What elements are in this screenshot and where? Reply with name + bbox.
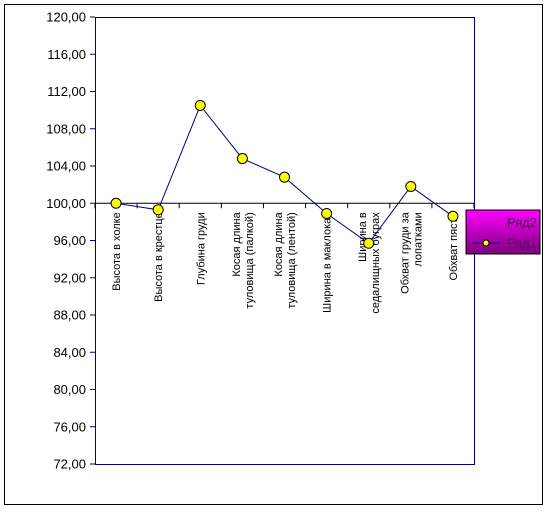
y-tick-label: 96,00 — [53, 233, 86, 248]
y-tick-label: 92,00 — [53, 270, 86, 285]
y-tick-label: 80,00 — [53, 382, 86, 397]
data-point — [363, 237, 375, 249]
y-tick-label: 108,00 — [46, 121, 86, 136]
y-tick-label: 84,00 — [53, 345, 86, 360]
x-tick-label: Косая длина — [231, 211, 243, 276]
x-tick-label: Высота в холке — [111, 212, 123, 290]
y-tick-label: 72,00 — [53, 457, 86, 472]
data-point — [236, 153, 248, 165]
y-tick-label: 116,00 — [47, 47, 86, 62]
legend-box — [465, 209, 541, 255]
x-tick-label: Косая длина — [273, 211, 285, 276]
y-tick-label: 112,00 — [47, 84, 86, 99]
x-tick-label: лопатками — [412, 212, 424, 266]
data-point — [110, 197, 122, 209]
x-tick-label: Обхват груди за — [399, 211, 411, 293]
x-tick-label: Высота в крестце — [153, 212, 165, 302]
x-tick-label: туловища (палкой) — [244, 212, 256, 308]
data-points — [110, 99, 459, 249]
x-tick-label: туловища (лентой) — [286, 212, 298, 308]
legend-label-ryad1: Ряд1 — [507, 236, 537, 251]
x-tick-label: Обхват пясти — [448, 212, 460, 280]
y-tick-label: 120,00 — [46, 10, 86, 25]
data-point — [321, 207, 333, 219]
legend-label-ryad2: Ряд2 — [507, 215, 537, 230]
data-point — [194, 99, 206, 111]
data-point — [405, 180, 417, 192]
x-axis-labels: Высота в холке Высота в крестце Глубина гр… — [111, 211, 460, 313]
legend-marker-ryad1 — [482, 239, 490, 247]
y-tick-label: 104,00 — [46, 159, 86, 174]
x-tick-label: Ширина в маклоках — [322, 212, 334, 313]
x-tick-label: Глубина груди — [195, 212, 207, 285]
x-tick-label: Ширина в — [357, 212, 369, 262]
data-point — [152, 204, 164, 216]
data-point — [447, 210, 459, 222]
legend: Ряд2 Ряд1 — [465, 209, 541, 255]
y-axis: 72,00 76,00 80,00 84,00 88,00 92,00 96,00 100,0… — [46, 10, 475, 472]
data-point — [279, 171, 290, 183]
y-tick-label: 100,00 — [46, 196, 86, 211]
y-tick-label: 76,00 — [53, 419, 86, 434]
y-tick-label: 88,00 — [53, 308, 86, 323]
plot-area — [95, 17, 475, 465]
